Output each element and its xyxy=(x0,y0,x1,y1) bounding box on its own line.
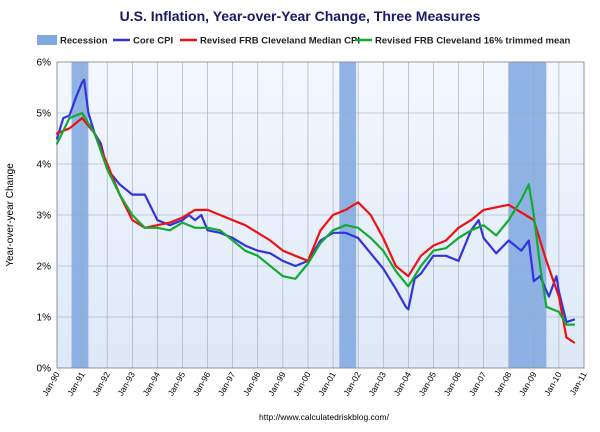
y-tick-label: 1% xyxy=(37,313,52,324)
y-tick-label: 3% xyxy=(37,211,52,222)
y-axis-label: Year-over-year Change xyxy=(5,163,16,267)
legend-swatch xyxy=(37,35,57,45)
y-tick-label: 5% xyxy=(37,109,52,120)
legend-label: Revised FRB Cleveland 16% trimmed mean xyxy=(375,36,571,47)
y-tick-label: 2% xyxy=(37,262,52,273)
source-url: http://www.calculatedriskblog.com/ xyxy=(259,412,390,422)
x-tick-label: Jan-99 xyxy=(266,370,288,398)
x-tick-label: Jan-00 xyxy=(291,370,313,398)
legend-label: Core CPI xyxy=(133,36,173,47)
legend-label: Revised FRB Cleveland Median CPI xyxy=(200,36,360,47)
y-axis: 0% 1% 2% 3% 4% 5% 6% xyxy=(37,58,52,375)
x-tick-label: Jan-08 xyxy=(492,370,514,398)
x-tick-label: Jan-09 xyxy=(517,370,539,398)
x-tick-label: Jan-91 xyxy=(65,370,87,398)
series-line-revised-frb-cleveland-16-trimmed-mean xyxy=(55,111,576,326)
legend-item-3: Revised FRB Cleveland Median CPI xyxy=(180,36,360,47)
x-tick-label: Jan-97 xyxy=(216,370,238,398)
y-tick-label: 4% xyxy=(37,160,52,171)
plot-border xyxy=(56,61,585,369)
y-tick-label: 0% xyxy=(37,364,52,375)
x-tick-label: Jan-02 xyxy=(341,370,363,398)
x-tick-label: Jan-95 xyxy=(166,370,188,398)
x-axis: Jan-90 Jan-91 Jan-92 Jan-93 Jan-94 Jan-95 Jan-… xyxy=(40,370,589,398)
x-tick-label: Jan-01 xyxy=(316,370,338,398)
x-tick-label: Jan-93 xyxy=(115,370,137,398)
x-tick-label: Jan-03 xyxy=(366,370,388,398)
legend-item-2: Core CPI xyxy=(113,36,173,47)
x-tick-label: Jan-06 xyxy=(442,370,464,398)
series-lines xyxy=(55,78,576,344)
legend-item-4: Revised FRB Cleveland 16% trimmed mean xyxy=(355,36,571,47)
x-tick-label: Jan-94 xyxy=(140,370,162,398)
x-tick-label: Jan-11 xyxy=(567,370,588,397)
x-tick-label: Jan-07 xyxy=(467,370,489,398)
x-tick-label: Jan-96 xyxy=(191,370,213,398)
legend-label: Recession xyxy=(60,36,108,47)
x-tick-label: Jan-05 xyxy=(417,370,439,398)
x-tick-label: Jan-10 xyxy=(542,370,564,398)
x-tick-label: Jan-98 xyxy=(241,370,263,398)
y-tick-label: 6% xyxy=(37,58,52,69)
legend-item-1: Recession xyxy=(37,35,108,47)
x-tick-label: Jan-92 xyxy=(90,370,112,398)
chart-title: U.S. Inflation, Year-over-Year Change, T… xyxy=(120,8,481,24)
legend: Recession Core CPI Revised FRB Cleveland M… xyxy=(37,35,571,47)
x-tick-label: Jan-04 xyxy=(391,370,413,398)
